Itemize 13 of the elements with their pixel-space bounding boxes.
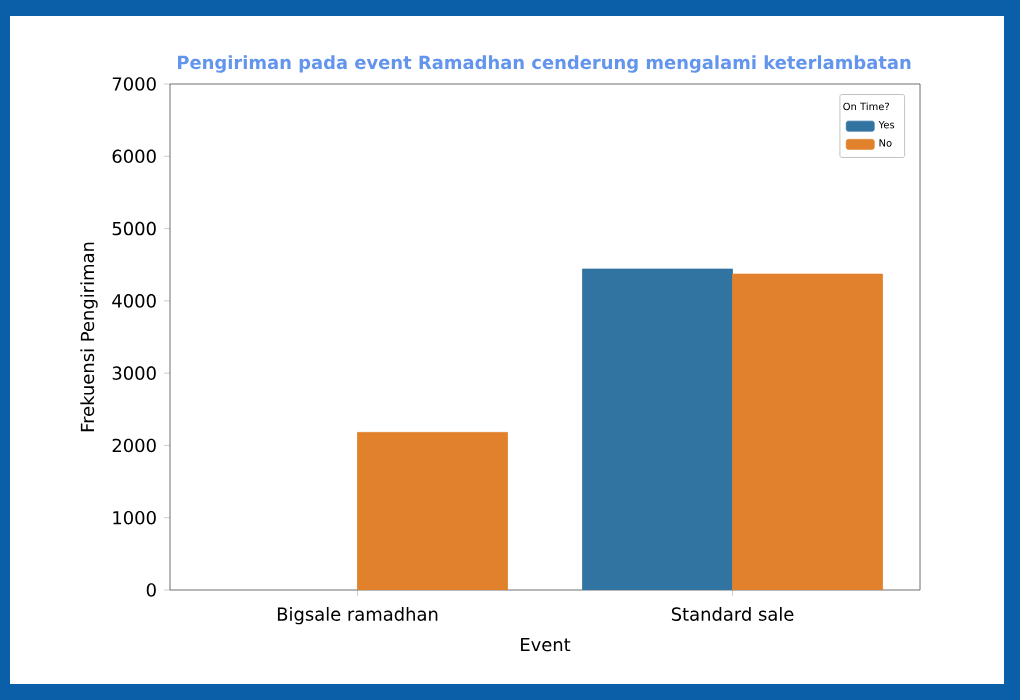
y-axis-title: Frekuensi Pengiriman — [80, 242, 98, 432]
x-tick-label: Bigsale ramadhan — [277, 607, 438, 625]
x-axis-title: Event — [521, 638, 571, 652]
y-tick-label: 0 — [146, 583, 156, 597]
y-tick-label: 7000 — [112, 77, 156, 91]
x-tick-label: Standard sale — [671, 607, 794, 621]
y-tick-label: 5000 — [112, 221, 156, 236]
y-tick-label: 6000 — [112, 149, 156, 164]
y-tick-label: 2000 — [112, 438, 156, 453]
y-tick-label: 4000 — [112, 294, 156, 308]
y-tick-label: 1000 — [113, 510, 156, 525]
y-tick-label: 3000 — [112, 366, 156, 380]
chart-title: Pengiriman pada event Ramadhan cenderung mengalami keterlambatan — [177, 55, 911, 73]
